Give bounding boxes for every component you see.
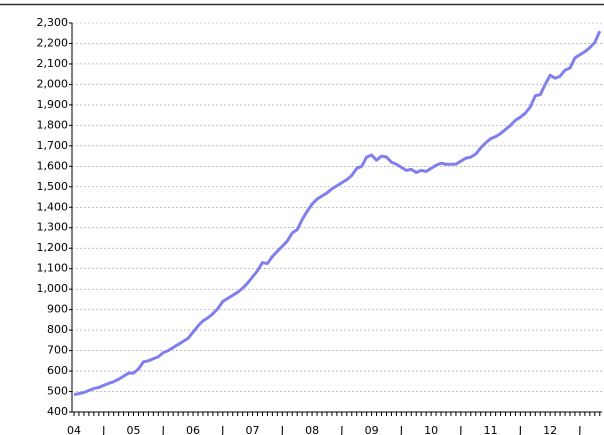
y-tick-label: 1,700 <box>37 139 69 152</box>
y-tick-label: 1,500 <box>37 180 69 193</box>
y-tick-label: 1,200 <box>37 241 69 254</box>
x-tick-label: J <box>518 424 522 435</box>
y-tick-label: 2,300 <box>37 16 69 29</box>
x-tick-label: 04 <box>67 424 81 435</box>
y-tick-label: 1,600 <box>37 159 69 172</box>
y-tick-label: 1,400 <box>37 200 69 213</box>
y-tick-label: 1,100 <box>37 262 69 275</box>
x-tick-label: J <box>458 424 462 435</box>
y-tick-label: 700 <box>47 344 68 357</box>
y-tick-label: 1,000 <box>37 282 69 295</box>
x-tick-label: J <box>101 424 105 435</box>
x-tick-label: J <box>280 424 284 435</box>
x-tick-label: 06 <box>186 424 200 435</box>
x-tick-label: J <box>339 424 343 435</box>
y-tick-label: 500 <box>47 385 68 398</box>
x-tick-label: 08 <box>305 424 319 435</box>
y-tick-label: 900 <box>47 303 68 316</box>
y-tick-label: 2,200 <box>37 36 69 49</box>
y-tick-label: 400 <box>47 405 68 418</box>
x-tick-label: 09 <box>365 424 379 435</box>
x-tick-label: 05 <box>127 424 141 435</box>
y-tick-label: 2,000 <box>37 77 69 90</box>
x-tick-label: J <box>220 424 224 435</box>
x-tick-label: J <box>577 424 581 435</box>
x-tick-label: J <box>161 424 165 435</box>
y-tick-label: 800 <box>47 323 68 336</box>
x-tick-label: J <box>399 424 403 435</box>
x-tick-label: 07 <box>246 424 260 435</box>
x-tick-label: 12 <box>543 424 557 435</box>
x-tick-label: 11 <box>484 424 498 435</box>
x-tick-label: 10 <box>424 424 438 435</box>
y-tick-label: 2,100 <box>37 57 69 70</box>
y-tick-label: 1,300 <box>37 221 69 234</box>
y-tick-label: 1,900 <box>37 98 69 111</box>
y-tick-label: 1,800 <box>37 118 69 131</box>
y-tick-label: 600 <box>47 364 68 377</box>
data-line <box>73 30 602 397</box>
